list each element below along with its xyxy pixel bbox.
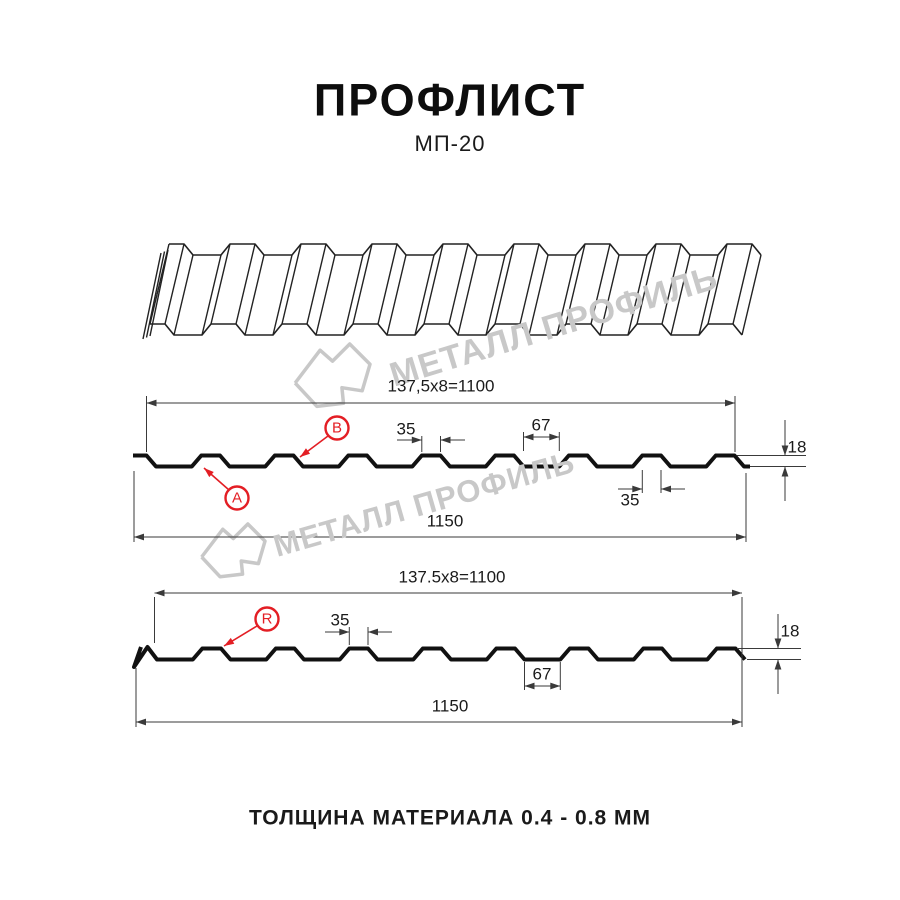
section-a-b <box>133 396 806 542</box>
dim-profile-height-section-bottom: 18 <box>780 621 800 641</box>
side-markers <box>203 415 350 647</box>
marker-side-b: B <box>331 419 343 437</box>
dim-profile-height-section-top: 18 <box>787 437 807 457</box>
dim-overall-width-section-bottom: 1150 <box>431 696 469 716</box>
dim-coverage-width-section-bottom: 137.5x8=1100 <box>398 567 506 587</box>
section-r <box>132 589 801 727</box>
dim-valley-width-section-bottom: 67 <box>532 664 552 684</box>
dim-rib-top-width-section-top: 35 <box>396 419 416 439</box>
profile-3d-view <box>142 243 762 340</box>
watermark-logos <box>200 342 372 579</box>
dim-coverage-width-section-top: 137,5x8=1100 <box>387 376 495 396</box>
marker-side-a: A <box>231 489 243 507</box>
material-thickness-note: ТОЛЩИНА МАТЕРИАЛА 0.4 - 0.8 ММ <box>248 806 652 830</box>
dim-rib-bottom-width-section-top: 35 <box>620 490 640 510</box>
profile-model-subtitle: МП-20 <box>414 131 486 156</box>
dim-overall-width-section-top: 1150 <box>426 511 464 531</box>
dim-rib-top-width-section-bottom: 35 <box>330 610 350 630</box>
dim-valley-width-section-top: 67 <box>531 415 551 435</box>
page-title: ПРОФЛИСТ <box>313 74 587 126</box>
marker-side-r: R <box>261 610 273 628</box>
